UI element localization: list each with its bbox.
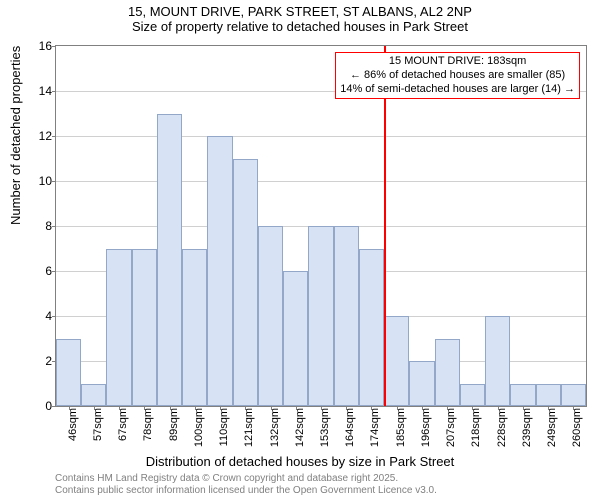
ytick-mark bbox=[52, 316, 56, 317]
y-axis-label: Number of detached properties bbox=[8, 46, 23, 225]
histogram-bar bbox=[359, 249, 384, 407]
histogram-bar bbox=[56, 339, 81, 407]
xtick-label: 249sqm bbox=[546, 408, 558, 447]
histogram-bar bbox=[207, 136, 232, 406]
histogram-bar bbox=[233, 159, 258, 407]
xtick-label: 142sqm bbox=[294, 408, 306, 447]
histogram-bar bbox=[106, 249, 131, 407]
xtick-label: 196sqm bbox=[420, 408, 432, 447]
title-line-1: 15, MOUNT DRIVE, PARK STREET, ST ALBANS,… bbox=[0, 4, 600, 19]
title-block: 15, MOUNT DRIVE, PARK STREET, ST ALBANS,… bbox=[0, 0, 600, 34]
xtick-label: 228sqm bbox=[496, 408, 508, 447]
ytick-mark bbox=[52, 271, 56, 272]
histogram-bar bbox=[384, 316, 409, 406]
histogram-bar bbox=[308, 226, 333, 406]
ytick-label: 10 bbox=[28, 174, 52, 188]
xtick-label: 121sqm bbox=[243, 408, 255, 447]
histogram-bar bbox=[510, 384, 535, 407]
annotation-line-2: ← 86% of detached houses are smaller (85… bbox=[340, 69, 575, 83]
x-axis-label: Distribution of detached houses by size … bbox=[0, 454, 600, 469]
xtick-label: 110sqm bbox=[218, 408, 230, 446]
ytick-label: 14 bbox=[28, 84, 52, 98]
histogram-bar bbox=[132, 249, 157, 407]
footer: Contains HM Land Registry data © Crown c… bbox=[55, 473, 437, 497]
histogram-bar bbox=[435, 339, 460, 407]
xtick-label: 239sqm bbox=[521, 408, 533, 447]
ytick-mark bbox=[52, 406, 56, 407]
ytick-mark bbox=[52, 226, 56, 227]
gridline bbox=[56, 181, 586, 182]
xtick-label: 207sqm bbox=[445, 408, 457, 447]
ytick-label: 12 bbox=[28, 129, 52, 143]
histogram-bar bbox=[157, 114, 182, 407]
annotation-line-3: 14% of semi-detached houses are larger (… bbox=[340, 83, 575, 97]
xtick-label: 260sqm bbox=[571, 408, 583, 447]
ytick-label: 8 bbox=[28, 219, 52, 233]
xtick-label: 46sqm bbox=[67, 408, 79, 441]
histogram-bar bbox=[182, 249, 207, 407]
ytick-label: 4 bbox=[28, 309, 52, 323]
xtick-label: 67sqm bbox=[117, 408, 129, 441]
ytick-mark bbox=[52, 181, 56, 182]
plot-area: 024681012141646sqm57sqm67sqm78sqm89sqm10… bbox=[55, 45, 587, 407]
footer-line-1: Contains HM Land Registry data © Crown c… bbox=[55, 473, 437, 485]
ytick-label: 0 bbox=[28, 399, 52, 413]
histogram-bar bbox=[258, 226, 283, 406]
ytick-mark bbox=[52, 46, 56, 47]
xtick-label: 153sqm bbox=[319, 408, 331, 447]
xtick-label: 78sqm bbox=[142, 408, 154, 441]
annotation-box: 15 MOUNT DRIVE: 183sqm ← 86% of detached… bbox=[335, 52, 580, 99]
footer-line-2: Contains public sector information licen… bbox=[55, 485, 437, 497]
histogram-bar bbox=[561, 384, 586, 407]
xtick-label: 100sqm bbox=[193, 408, 205, 447]
annotation-line-1: 15 MOUNT DRIVE: 183sqm bbox=[340, 55, 575, 69]
xtick-label: 57sqm bbox=[92, 408, 104, 441]
xtick-label: 132sqm bbox=[269, 408, 281, 447]
histogram-bar bbox=[536, 384, 561, 407]
xtick-label: 164sqm bbox=[344, 408, 356, 447]
histogram-bar bbox=[334, 226, 359, 406]
xtick-label: 89sqm bbox=[168, 408, 180, 441]
histogram-bar bbox=[283, 271, 308, 406]
ytick-mark bbox=[52, 136, 56, 137]
histogram-bar bbox=[409, 361, 434, 406]
gridline bbox=[56, 136, 586, 137]
title-line-2: Size of property relative to detached ho… bbox=[0, 19, 600, 34]
ytick-label: 2 bbox=[28, 354, 52, 368]
marker-line bbox=[384, 46, 386, 406]
ytick-label: 16 bbox=[28, 39, 52, 53]
xtick-label: 185sqm bbox=[395, 408, 407, 447]
xtick-label: 218sqm bbox=[470, 408, 482, 447]
ytick-label: 6 bbox=[28, 264, 52, 278]
histogram-bar bbox=[460, 384, 485, 407]
xtick-label: 174sqm bbox=[369, 408, 381, 447]
histogram-bar bbox=[485, 316, 510, 406]
ytick-mark bbox=[52, 91, 56, 92]
histogram-bar bbox=[81, 384, 106, 407]
chart-container: 15, MOUNT DRIVE, PARK STREET, ST ALBANS,… bbox=[0, 0, 600, 500]
